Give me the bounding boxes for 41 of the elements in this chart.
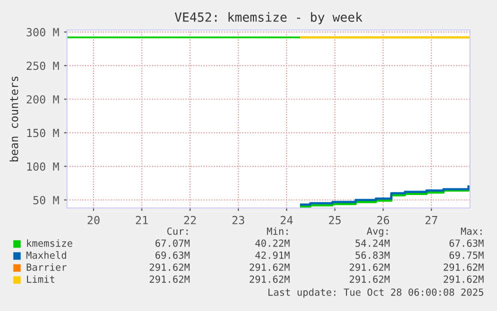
text: 69.63M (156, 251, 190, 259)
text: 67.07M (156, 239, 190, 247)
text: 69.75M (450, 251, 484, 259)
x-tick-label: 24 (280, 216, 293, 224)
y-tick-label: 50 M (33, 196, 59, 204)
text: 291.62M (350, 275, 390, 283)
text: 291.62M (150, 275, 190, 283)
x-tick-label: 22 (184, 216, 196, 224)
x-tick-label: 20 (88, 216, 100, 224)
y-axis-title: bean counters (10, 76, 18, 162)
x-tick-label: 23 (232, 216, 244, 224)
text: 56.83M (356, 251, 390, 259)
text: Avg: (366, 228, 388, 237)
y-tick-label: 100 M (27, 162, 59, 171)
text: 67.63M (450, 239, 484, 247)
text: 291.62M (444, 263, 484, 271)
text: 291.62M (250, 263, 290, 271)
legend-label: Limit (27, 275, 54, 283)
y-tick-label: 300 M (26, 28, 59, 36)
x-tick-label: 27 (426, 216, 438, 224)
x-tick-label: 26 (377, 216, 390, 224)
text: Last update: Tue Oct 28 06:00:08 2025 (268, 288, 484, 298)
x-tick-label: 21 (136, 216, 148, 224)
text: Max: (460, 228, 482, 235)
y-tick-label: 150 M (27, 128, 59, 138)
chart-title: VE452: kmemsize - by week (174, 12, 362, 24)
y-tick-label: 200 M (26, 95, 59, 104)
legend-label: kmemsize (27, 239, 72, 247)
text: Cur: (167, 227, 188, 235)
legend-label: Maxheld (26, 251, 66, 259)
text: 42.91M (255, 251, 290, 259)
y-tick-label: 250 M (26, 62, 59, 70)
text: Min: (266, 227, 288, 235)
text: 291.62M (250, 275, 290, 283)
text: 291.62M (350, 263, 390, 271)
x-tick-label: 25 (329, 216, 341, 224)
text: 54.24M (356, 239, 390, 247)
text: 291.62M (444, 275, 484, 283)
text: 40.22M (255, 239, 290, 247)
text: 291.62M (150, 263, 190, 271)
legend-label: Barrier (26, 263, 67, 271)
